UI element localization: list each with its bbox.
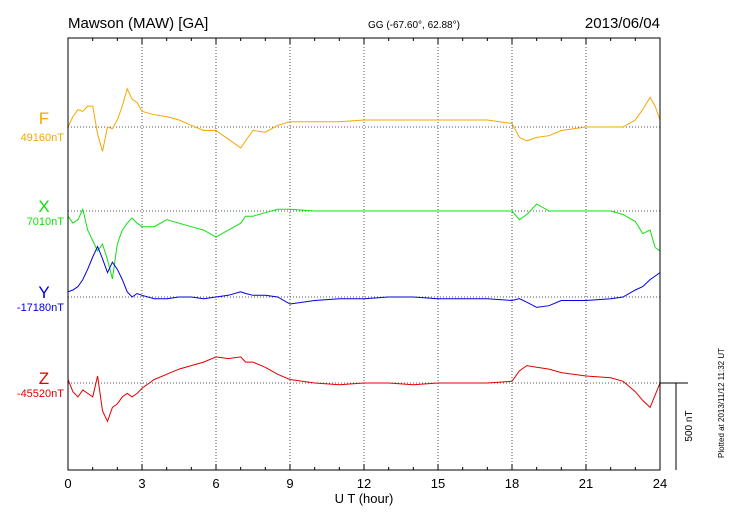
x-axis-label: U T (hour) — [335, 491, 394, 506]
geographic-coords: GG (-67.60°, 62.88°) — [368, 20, 460, 31]
series-z-baseline-label: -45520nT — [17, 388, 64, 400]
series-y-baseline-label: -17180nT — [17, 302, 64, 314]
grid — [68, 38, 660, 470]
x-tick-label: 3 — [138, 476, 145, 491]
series-x-line — [67, 203, 661, 280]
scale-bar: 500 nT — [660, 382, 695, 470]
series-y-line — [67, 245, 661, 308]
series-f-label: F — [39, 109, 49, 128]
x-tick-label: 9 — [286, 476, 293, 491]
x-tick-label: 15 — [431, 476, 445, 491]
x-tick-label: 21 — [579, 476, 593, 491]
x-tick-label: 18 — [505, 476, 519, 491]
series-z-label: Z — [39, 369, 49, 388]
series-group — [67, 87, 661, 423]
x-axis: 0 3 6 9 12 15 18 21 24 — [64, 38, 667, 491]
series-x-label: X — [38, 197, 49, 216]
series-x-baseline-label: 7010nT — [27, 216, 65, 228]
series-f-baseline-label: 49160nT — [21, 132, 65, 144]
series-y-label: Y — [38, 283, 49, 302]
x-tick-label: 6 — [212, 476, 219, 491]
x-tick-label: 0 — [64, 476, 71, 491]
series-z-line — [67, 356, 661, 423]
plot-date: 2013/06/04 — [585, 15, 660, 32]
x-tick-label: 12 — [357, 476, 371, 491]
scale-bar-label: 500 nT — [684, 410, 695, 441]
series-f-line — [67, 87, 661, 152]
station-title: Mawson (MAW) [GA] — [68, 15, 208, 32]
plotted-timestamp: Plotted at 2013/11/12 11:32 UT — [717, 348, 726, 458]
x-tick-label: 24 — [653, 476, 667, 491]
